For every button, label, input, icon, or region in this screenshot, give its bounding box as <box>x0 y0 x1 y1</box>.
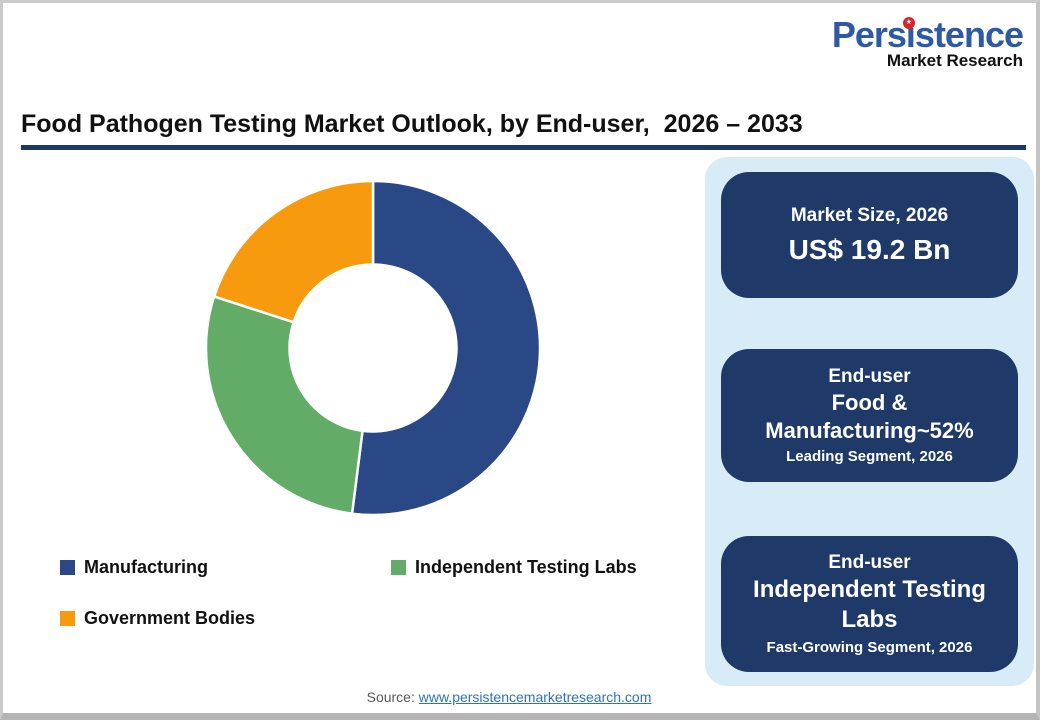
brand-text: Persistence <box>831 14 1024 55</box>
donut-segment-government-bodies <box>212 179 375 324</box>
donut-segment-independent-testing-labs <box>204 295 364 515</box>
legend-label: Independent Testing Labs <box>415 557 637 577</box>
source-prefix: Source: <box>366 689 419 705</box>
source-line: Source: www.persistencemarketresearch.co… <box>3 689 1015 705</box>
legend-swatch-orange-icon <box>60 610 75 626</box>
card-heading: Market Size, 2026 <box>790 205 949 227</box>
legend-item-independent-testing-labs: Independent Testing Labs <box>391 558 637 576</box>
stat-card-market-size: Market Size, 2026 US$ 19.2 Bn <box>721 172 1018 298</box>
legend-swatch-green-icon <box>391 559 406 575</box>
stat-card-fast-growing-segment: End-user Independent Testing Labs Fast-G… <box>721 536 1018 672</box>
source-link[interactable]: www.persistencemarketresearch.com <box>418 689 652 705</box>
card-value: Independent Testing Labs <box>753 576 986 634</box>
legend-item-government-bodies: Government Bodies <box>60 609 255 627</box>
card-caption: Leading Segment, 2026 <box>786 448 953 466</box>
card-value: Food & Manufacturing~52% <box>765 390 974 443</box>
donut-chart <box>201 176 545 520</box>
card-heading: End-user <box>828 551 911 573</box>
legend-swatch-blue-icon <box>60 559 75 575</box>
legend-label: Government Bodies <box>84 608 256 628</box>
brand-logo: Persistence ★ Market Research <box>831 14 1024 71</box>
brand-name: Persistence ★ <box>831 14 1024 55</box>
info-panel: Market Size, 2026 US$ 19.2 Bn End-user F… <box>705 157 1034 686</box>
donut-chart-svg <box>204 179 542 517</box>
stat-card-leading-segment: End-user Food & Manufacturing~52% Leadin… <box>721 349 1018 482</box>
page-title: Food Pathogen Testing Market Outlook, by… <box>21 110 803 138</box>
legend-item-manufacturing: Manufacturing <box>60 558 208 576</box>
star-dot-icon: ★ <box>902 17 915 29</box>
card-value: US$ 19.2 Bn <box>788 233 951 265</box>
donut-segment-manufacturing <box>350 179 542 517</box>
card-heading: End-user <box>828 365 911 387</box>
title-underline-divider <box>21 145 1026 150</box>
brand-subtitle: Market Research <box>886 50 1023 70</box>
card-caption: Fast-Growing Segment, 2026 <box>766 639 973 657</box>
legend-label: Manufacturing <box>84 557 208 577</box>
